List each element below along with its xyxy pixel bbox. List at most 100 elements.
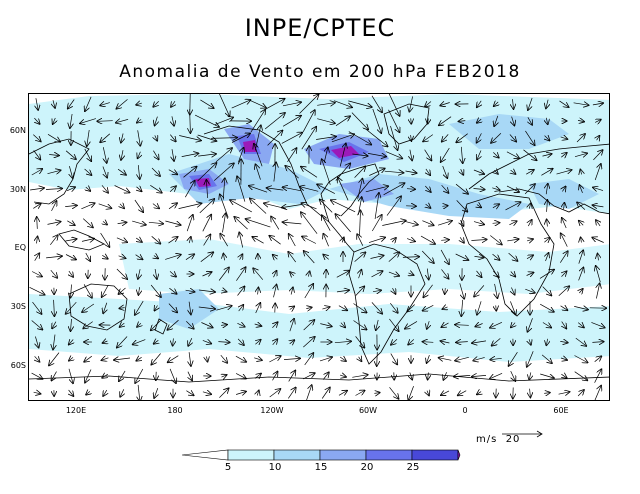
- wind-vector: [169, 271, 176, 276]
- coast-north-america: [203, 125, 380, 253]
- wind-vector: [579, 289, 582, 293]
- wind-vector: [67, 221, 74, 225]
- wind-vector: [474, 285, 485, 296]
- wind-vector: [441, 269, 449, 278]
- wind-vector: [202, 392, 211, 394]
- lon-label-60w: 60W: [358, 406, 378, 415]
- wind-vector: [542, 154, 552, 156]
- wind-vector: [423, 304, 434, 310]
- wind-vector: [425, 185, 430, 192]
- wind-vector: [53, 334, 55, 350]
- wind-vector: [220, 354, 227, 363]
- wind-vector: [461, 146, 462, 163]
- wind-vector: [304, 353, 314, 366]
- colorbar-cell-4: [365, 449, 413, 461]
- wind-vector: [428, 118, 429, 123]
- wind-vector: [512, 116, 515, 126]
- wind-vector: [439, 116, 452, 126]
- wind-vector: [35, 253, 40, 261]
- wind-vector: [494, 115, 498, 126]
- wind-vector: [510, 301, 515, 314]
- wind-vector: [542, 322, 551, 328]
- wind-vector: [422, 220, 433, 226]
- wind-vector: [559, 100, 569, 107]
- wind-vector: [133, 339, 146, 345]
- wind-vector: [474, 256, 484, 257]
- wind-vector: [490, 321, 503, 327]
- wind-vector: [389, 387, 399, 398]
- wind-vector: [506, 185, 519, 192]
- wind-vector: [546, 253, 549, 262]
- wind-vector: [153, 100, 159, 107]
- wind-vector: [495, 283, 498, 298]
- wind-vector: [561, 233, 568, 247]
- wind-vector: [150, 185, 161, 192]
- wind-vector: [459, 121, 466, 122]
- wind-vector: [367, 153, 386, 156]
- wind-vector: [288, 388, 295, 399]
- wind-vector: [273, 255, 278, 259]
- wind-vector: [114, 358, 131, 360]
- wind-vector: [249, 186, 268, 193]
- wind-vector: [458, 391, 467, 396]
- wind-vector: [490, 372, 503, 378]
- wind-vector: [342, 238, 344, 243]
- wind-vector: [383, 183, 405, 196]
- wind-vector: [525, 130, 534, 145]
- wind-vector: [366, 129, 388, 147]
- wind-vector: [117, 222, 127, 223]
- wind-vector: [302, 203, 317, 210]
- wind-vector: [509, 352, 518, 366]
- wind-vector: [442, 165, 448, 178]
- wind-vector: [153, 150, 158, 160]
- wind-vector: [246, 219, 271, 228]
- wind-vector: [178, 203, 202, 209]
- wind-vector: [49, 155, 59, 156]
- wind-vector: [239, 233, 242, 248]
- wind-vector: [237, 176, 246, 202]
- map-subtitle: Anomalia de Vento em 200 hPa FEB2018: [119, 62, 521, 82]
- wind-vector: [100, 133, 111, 142]
- wind-vector: [301, 167, 318, 178]
- wind-vector: [388, 94, 399, 116]
- wind-vector: [220, 234, 229, 247]
- wind-vector: [339, 375, 346, 377]
- wind-vector: [547, 200, 548, 212]
- wind-vector: [250, 199, 267, 214]
- wind-vector: [154, 387, 158, 398]
- wind-vector: [575, 337, 586, 346]
- wind-vector: [459, 283, 464, 298]
- wind-vector: [65, 150, 76, 159]
- wind-vector: [138, 287, 139, 295]
- wind-vector: [71, 284, 72, 298]
- wind-vector: [352, 375, 367, 378]
- wind-vector: [526, 273, 534, 276]
- wind-vector: [231, 134, 250, 143]
- wind-vector: [460, 237, 464, 242]
- wind-vector: [508, 252, 518, 261]
- wind-vector: [53, 117, 56, 124]
- wind-vector: [477, 301, 482, 314]
- wind-vector: [348, 100, 371, 107]
- coast-antarctica: [29, 373, 609, 383]
- wind-vector: [526, 255, 533, 258]
- wind-vector: [197, 134, 217, 141]
- wind-vector: [372, 108, 381, 133]
- wind-vector: [257, 391, 259, 396]
- wind-vector: [198, 307, 215, 309]
- wind-vector: [547, 220, 548, 227]
- wind-vector: [477, 392, 481, 395]
- wind-vector: [427, 391, 429, 396]
- wind-vector: [509, 221, 516, 225]
- wind-vector: [443, 372, 446, 380]
- wind-vector: [593, 187, 604, 190]
- wind-vector: [556, 170, 572, 175]
- lon-label-0: 0: [462, 406, 468, 415]
- wind-vector: [546, 338, 547, 345]
- wind-vector: [301, 127, 316, 150]
- reference-value: 20: [505, 434, 521, 445]
- wind-vector: [151, 236, 161, 243]
- wind-vector: [84, 168, 92, 175]
- coast-maritime: [58, 229, 105, 251]
- wind-vector: [211, 138, 237, 139]
